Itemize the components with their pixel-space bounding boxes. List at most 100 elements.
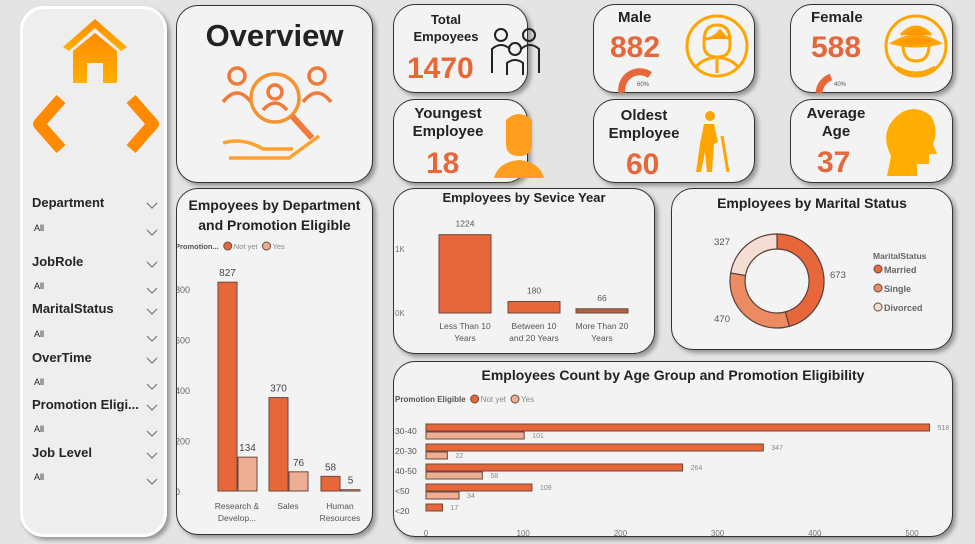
chevron-down-icon[interactable]	[146, 281, 158, 294]
legend-item[interactable]: Married	[884, 265, 917, 275]
kpi-label: Oldest Employee	[608, 107, 680, 142]
data-label: 58	[325, 462, 337, 473]
legend-item[interactable]: Not yet	[234, 242, 259, 251]
legend-item[interactable]: Divorced	[884, 303, 923, 313]
data-label: 327	[714, 237, 730, 248]
bar[interactable]	[507, 300, 561, 314]
filter-label: Job Level	[32, 445, 92, 460]
x-tick-label: Years	[454, 333, 475, 343]
filter-dropdown[interactable]: All	[34, 223, 45, 233]
data-label: 5	[348, 476, 354, 487]
chevron-down-icon[interactable]	[146, 377, 158, 390]
legend-marker[interactable]	[470, 394, 480, 404]
filter-dropdown[interactable]: All	[34, 281, 45, 291]
legend-title[interactable]: Promotion...	[177, 242, 219, 251]
legend-marker[interactable]	[873, 283, 883, 293]
chevron-down-icon[interactable]	[146, 302, 158, 315]
bar[interactable]	[425, 431, 525, 440]
legend-title[interactable]: MaritalStatus	[873, 251, 927, 261]
legend-item[interactable]: Yes	[521, 395, 534, 404]
oldest-employee-card: Oldest Employee 60	[593, 99, 755, 183]
x-tick-label: Resources	[320, 513, 361, 523]
bar[interactable]	[425, 451, 448, 460]
x-tick-label: Between 10	[512, 321, 557, 331]
chart-title: Empoyees by Department and Promotion Eli…	[188, 197, 361, 233]
x-tick-label: 400	[808, 529, 822, 538]
chevron-down-icon[interactable]	[146, 223, 158, 236]
chevron-down-icon[interactable]	[146, 329, 158, 342]
department-chart: Promotion... Not yet Yes 0 200 400 600 800 827 13…	[177, 241, 361, 523]
data-label: 673	[830, 270, 846, 281]
x-tick-label: 200	[614, 529, 628, 538]
legend-marker[interactable]	[223, 241, 233, 251]
kpi-value: 60	[626, 148, 660, 181]
x-tick-label: Human	[326, 501, 354, 511]
filter-dropdown[interactable]: All	[34, 424, 45, 434]
bar[interactable]	[288, 471, 309, 492]
bar[interactable]	[425, 471, 483, 480]
department-chart-card: Empoyees by Department and Promotion Eli…	[176, 188, 373, 535]
total-employees-card: Total Empoyees 1470	[393, 4, 540, 93]
x-tick-label: 0	[424, 529, 429, 538]
bar[interactable]	[425, 423, 930, 432]
y-tick-label: 600	[177, 336, 190, 346]
bar[interactable]	[340, 489, 361, 492]
legend-marker[interactable]	[873, 264, 883, 274]
chevron-down-icon[interactable]	[146, 398, 158, 411]
filter-label: Department	[32, 195, 105, 210]
bar[interactable]	[425, 483, 533, 492]
filter-dropdown[interactable]: All	[34, 472, 45, 482]
data-label: 22	[455, 453, 463, 460]
x-tick-label: Develop...	[218, 513, 256, 523]
age-group-chart-card: Employees Count by Age Group and Promoti…	[393, 361, 953, 538]
x-tick-label: Research &	[215, 501, 260, 511]
bar[interactable]	[217, 281, 238, 492]
home-icon[interactable]	[59, 13, 131, 85]
y-tick-label: 20-30	[395, 446, 417, 456]
y-tick-label: 0	[177, 487, 180, 497]
legend-marker[interactable]	[510, 394, 520, 404]
chevron-down-icon[interactable]	[146, 196, 158, 209]
legend-title[interactable]: Promotion Eligible	[395, 395, 466, 404]
bar[interactable]	[438, 234, 492, 314]
legend-item[interactable]: Single	[884, 284, 911, 294]
bar[interactable]	[425, 503, 444, 512]
x-tick-label: and 20 Years	[509, 333, 559, 343]
chevron-down-icon[interactable]	[146, 424, 158, 437]
page-title: Overview	[205, 18, 344, 53]
filter-dropdown[interactable]: All	[34, 329, 45, 339]
data-label: 17	[451, 505, 459, 512]
filter-dropdown[interactable]: All	[34, 377, 45, 387]
x-tick-label: More Than 20	[576, 321, 629, 331]
data-label: 66	[597, 293, 607, 303]
legend-item[interactable]: Not yet	[481, 395, 507, 404]
bar[interactable]	[425, 491, 460, 500]
male-card: Male 882 60%	[593, 4, 755, 93]
bar[interactable]	[320, 475, 341, 492]
forward-arrow-icon[interactable]	[121, 95, 161, 153]
legend-marker[interactable]	[262, 241, 272, 251]
chevron-down-icon[interactable]	[146, 472, 158, 485]
donut-slice	[730, 233, 778, 277]
bar[interactable]	[268, 397, 289, 492]
x-tick-label: Years	[591, 333, 612, 343]
back-arrow-icon[interactable]	[31, 95, 71, 153]
bar[interactable]	[237, 456, 258, 492]
bar[interactable]	[425, 443, 764, 452]
donut-slice	[729, 272, 791, 329]
kpi-label: Average Age	[806, 105, 866, 140]
bar[interactable]	[575, 308, 629, 314]
chevron-down-icon[interactable]	[146, 351, 158, 364]
legend-item[interactable]: Yes	[273, 242, 285, 251]
chevron-down-icon[interactable]	[146, 255, 158, 268]
filter-label: OverTime	[32, 350, 92, 365]
marital-chart-card: Employees by Marital Status 673 470 327 Mar…	[671, 188, 953, 350]
x-tick-label: Less Than 10	[439, 321, 491, 331]
chevron-down-icon[interactable]	[146, 446, 158, 459]
male-percent-gauge	[618, 68, 652, 93]
bar[interactable]	[425, 463, 684, 472]
legend-marker[interactable]	[873, 302, 883, 312]
y-tick-label: <50	[395, 486, 410, 496]
data-label: 470	[714, 314, 730, 325]
filter-label: JobRole	[32, 254, 84, 269]
